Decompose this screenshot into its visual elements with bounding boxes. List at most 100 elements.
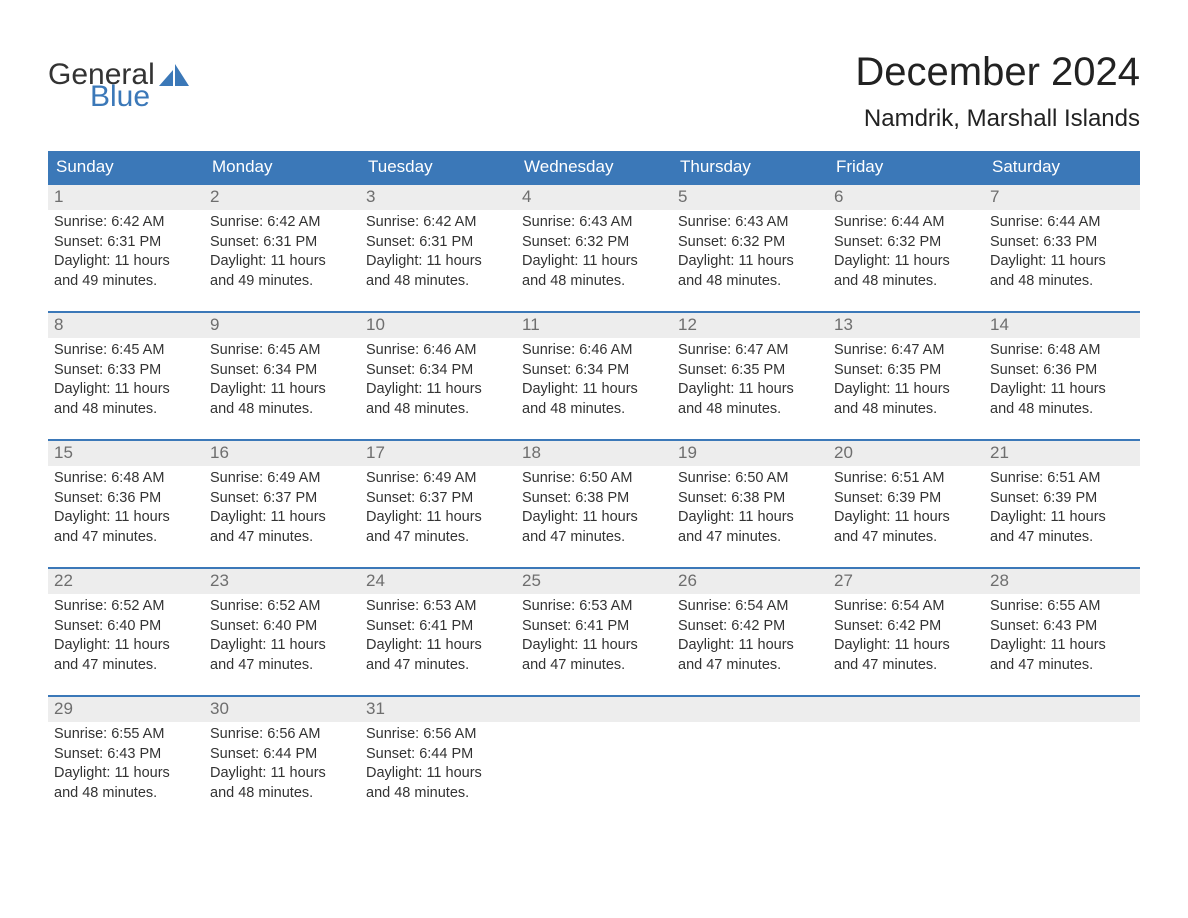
day-number: 23 — [204, 569, 360, 594]
day-number: 29 — [48, 697, 204, 722]
day-body: Sunrise: 6:53 AMSunset: 6:41 PMDaylight:… — [516, 594, 672, 689]
day-cell: 12Sunrise: 6:47 AMSunset: 6:35 PMDayligh… — [672, 313, 828, 439]
day-body: Sunrise: 6:47 AMSunset: 6:35 PMDaylight:… — [672, 338, 828, 433]
day-body: Sunrise: 6:42 AMSunset: 6:31 PMDaylight:… — [204, 210, 360, 305]
weekday-header: Saturday — [984, 151, 1140, 183]
week-row: 22Sunrise: 6:52 AMSunset: 6:40 PMDayligh… — [48, 567, 1140, 695]
day-body: Sunrise: 6:53 AMSunset: 6:41 PMDaylight:… — [360, 594, 516, 689]
weekday-header: Tuesday — [360, 151, 516, 183]
day-number: 20 — [828, 441, 984, 466]
day-number: 17 — [360, 441, 516, 466]
day-number: 19 — [672, 441, 828, 466]
day-number: 11 — [516, 313, 672, 338]
weekday-header-row: SundayMondayTuesdayWednesdayThursdayFrid… — [48, 151, 1140, 183]
day-cell: 24Sunrise: 6:53 AMSunset: 6:41 PMDayligh… — [360, 569, 516, 695]
week-row: 1Sunrise: 6:42 AMSunset: 6:31 PMDaylight… — [48, 183, 1140, 311]
day-body: Sunrise: 6:49 AMSunset: 6:37 PMDaylight:… — [204, 466, 360, 561]
day-cell: 28Sunrise: 6:55 AMSunset: 6:43 PMDayligh… — [984, 569, 1140, 695]
day-body: Sunrise: 6:51 AMSunset: 6:39 PMDaylight:… — [984, 466, 1140, 561]
day-number: 24 — [360, 569, 516, 594]
day-cell: 14Sunrise: 6:48 AMSunset: 6:36 PMDayligh… — [984, 313, 1140, 439]
day-cell: 22Sunrise: 6:52 AMSunset: 6:40 PMDayligh… — [48, 569, 204, 695]
day-number: 8 — [48, 313, 204, 338]
day-cell: 9Sunrise: 6:45 AMSunset: 6:34 PMDaylight… — [204, 313, 360, 439]
day-body: Sunrise: 6:55 AMSunset: 6:43 PMDaylight:… — [984, 594, 1140, 689]
day-body: Sunrise: 6:44 AMSunset: 6:32 PMDaylight:… — [828, 210, 984, 305]
day-body: Sunrise: 6:48 AMSunset: 6:36 PMDaylight:… — [984, 338, 1140, 433]
day-body: Sunrise: 6:49 AMSunset: 6:37 PMDaylight:… — [360, 466, 516, 561]
day-number: 13 — [828, 313, 984, 338]
day-number: 5 — [672, 185, 828, 210]
day-body — [984, 722, 1140, 739]
day-body: Sunrise: 6:45 AMSunset: 6:33 PMDaylight:… — [48, 338, 204, 433]
day-cell: 31Sunrise: 6:56 AMSunset: 6:44 PMDayligh… — [360, 697, 516, 823]
day-cell: 1Sunrise: 6:42 AMSunset: 6:31 PMDaylight… — [48, 185, 204, 311]
day-cell: 2Sunrise: 6:42 AMSunset: 6:31 PMDaylight… — [204, 185, 360, 311]
day-body — [516, 722, 672, 739]
day-body: Sunrise: 6:42 AMSunset: 6:31 PMDaylight:… — [360, 210, 516, 305]
location-subtitle: Namdrik, Marshall Islands — [855, 105, 1140, 133]
day-number — [984, 697, 1140, 722]
day-body: Sunrise: 6:52 AMSunset: 6:40 PMDaylight:… — [204, 594, 360, 689]
day-number: 27 — [828, 569, 984, 594]
day-cell — [828, 697, 984, 823]
day-body: Sunrise: 6:56 AMSunset: 6:44 PMDaylight:… — [360, 722, 516, 817]
day-cell: 23Sunrise: 6:52 AMSunset: 6:40 PMDayligh… — [204, 569, 360, 695]
day-body: Sunrise: 6:52 AMSunset: 6:40 PMDaylight:… — [48, 594, 204, 689]
day-cell — [984, 697, 1140, 823]
weekday-header: Monday — [204, 151, 360, 183]
day-body: Sunrise: 6:50 AMSunset: 6:38 PMDaylight:… — [516, 466, 672, 561]
weekday-header: Friday — [828, 151, 984, 183]
day-number: 26 — [672, 569, 828, 594]
day-cell — [516, 697, 672, 823]
day-number: 6 — [828, 185, 984, 210]
day-body: Sunrise: 6:50 AMSunset: 6:38 PMDaylight:… — [672, 466, 828, 561]
day-cell: 6Sunrise: 6:44 AMSunset: 6:32 PMDaylight… — [828, 185, 984, 311]
day-cell: 25Sunrise: 6:53 AMSunset: 6:41 PMDayligh… — [516, 569, 672, 695]
day-number: 15 — [48, 441, 204, 466]
day-cell — [672, 697, 828, 823]
day-number: 18 — [516, 441, 672, 466]
day-number: 3 — [360, 185, 516, 210]
day-number: 25 — [516, 569, 672, 594]
week-row: 29Sunrise: 6:55 AMSunset: 6:43 PMDayligh… — [48, 695, 1140, 823]
day-cell: 8Sunrise: 6:45 AMSunset: 6:33 PMDaylight… — [48, 313, 204, 439]
day-body: Sunrise: 6:45 AMSunset: 6:34 PMDaylight:… — [204, 338, 360, 433]
day-number — [516, 697, 672, 722]
day-cell: 30Sunrise: 6:56 AMSunset: 6:44 PMDayligh… — [204, 697, 360, 823]
day-number: 28 — [984, 569, 1140, 594]
day-number: 12 — [672, 313, 828, 338]
day-cell: 7Sunrise: 6:44 AMSunset: 6:33 PMDaylight… — [984, 185, 1140, 311]
month-title: December 2024 — [855, 50, 1140, 95]
day-body: Sunrise: 6:51 AMSunset: 6:39 PMDaylight:… — [828, 466, 984, 561]
day-number: 31 — [360, 697, 516, 722]
day-cell: 11Sunrise: 6:46 AMSunset: 6:34 PMDayligh… — [516, 313, 672, 439]
day-cell: 19Sunrise: 6:50 AMSunset: 6:38 PMDayligh… — [672, 441, 828, 567]
day-number: 1 — [48, 185, 204, 210]
day-body: Sunrise: 6:46 AMSunset: 6:34 PMDaylight:… — [516, 338, 672, 433]
day-cell: 26Sunrise: 6:54 AMSunset: 6:42 PMDayligh… — [672, 569, 828, 695]
weekday-header: Wednesday — [516, 151, 672, 183]
day-cell: 17Sunrise: 6:49 AMSunset: 6:37 PMDayligh… — [360, 441, 516, 567]
day-cell: 3Sunrise: 6:42 AMSunset: 6:31 PMDaylight… — [360, 185, 516, 311]
day-number: 21 — [984, 441, 1140, 466]
day-body: Sunrise: 6:46 AMSunset: 6:34 PMDaylight:… — [360, 338, 516, 433]
day-body — [672, 722, 828, 739]
day-number: 2 — [204, 185, 360, 210]
day-body: Sunrise: 6:42 AMSunset: 6:31 PMDaylight:… — [48, 210, 204, 305]
day-body — [828, 722, 984, 739]
day-cell: 5Sunrise: 6:43 AMSunset: 6:32 PMDaylight… — [672, 185, 828, 311]
day-cell: 16Sunrise: 6:49 AMSunset: 6:37 PMDayligh… — [204, 441, 360, 567]
day-number — [672, 697, 828, 722]
day-body: Sunrise: 6:54 AMSunset: 6:42 PMDaylight:… — [828, 594, 984, 689]
day-cell: 27Sunrise: 6:54 AMSunset: 6:42 PMDayligh… — [828, 569, 984, 695]
day-cell: 15Sunrise: 6:48 AMSunset: 6:36 PMDayligh… — [48, 441, 204, 567]
week-row: 15Sunrise: 6:48 AMSunset: 6:36 PMDayligh… — [48, 439, 1140, 567]
day-cell: 18Sunrise: 6:50 AMSunset: 6:38 PMDayligh… — [516, 441, 672, 567]
day-cell: 13Sunrise: 6:47 AMSunset: 6:35 PMDayligh… — [828, 313, 984, 439]
day-cell: 20Sunrise: 6:51 AMSunset: 6:39 PMDayligh… — [828, 441, 984, 567]
day-cell: 10Sunrise: 6:46 AMSunset: 6:34 PMDayligh… — [360, 313, 516, 439]
day-cell: 4Sunrise: 6:43 AMSunset: 6:32 PMDaylight… — [516, 185, 672, 311]
brand-word-2: Blue — [90, 82, 189, 112]
title-block: December 2024 Namdrik, Marshall Islands — [855, 50, 1140, 133]
